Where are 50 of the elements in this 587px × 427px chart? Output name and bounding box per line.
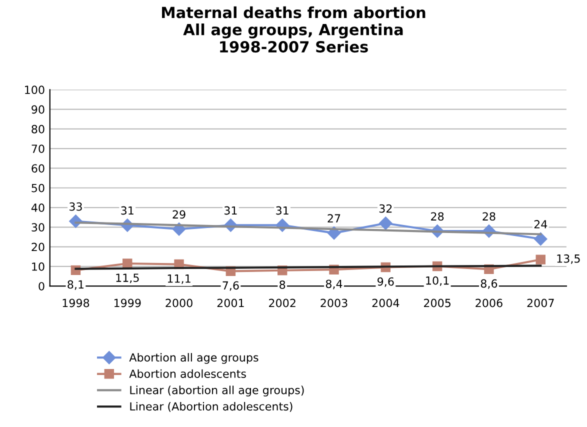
x-tick-label: 1998 (62, 298, 90, 308)
data-label: 33 (70, 202, 82, 211)
x-tick-label: 2006 (476, 298, 502, 308)
y-tick-label: 90 (32, 105, 44, 114)
data-label: 8 (280, 280, 286, 289)
data-label: 13,5 (557, 254, 580, 264)
data-label: 32 (379, 204, 392, 213)
point (534, 232, 548, 246)
data-label: 31 (276, 206, 288, 215)
x-tick-label: 2004 (372, 298, 400, 308)
data-label: 31 (224, 206, 237, 215)
data-label: 7,6 (222, 281, 239, 291)
data-label: 8,1 (68, 280, 84, 290)
data-label: 28 (431, 212, 444, 221)
x-tick-label: 1999 (114, 298, 141, 308)
data-label: 24 (534, 220, 548, 228)
chart-title: Maternal deaths from abortion All age groups, Argentina 1998-2007 Series (162, 6, 426, 53)
data-label: 10,1 (426, 276, 449, 286)
y-tick-label: 20 (32, 242, 44, 252)
x-tick-label: 2002 (269, 298, 296, 308)
y-tick-label: 40 (31, 203, 44, 212)
y-tick-label: 80 (32, 124, 44, 134)
y-tick-label: 0 (38, 282, 44, 290)
data-label: 8,4 (326, 280, 342, 290)
data-label: 29 (172, 210, 186, 219)
y-tick-label: 70 (32, 144, 44, 153)
y-tick-label: 100 (25, 86, 44, 94)
y-tick-label: 30 (32, 223, 44, 232)
data-label: 11,1 (168, 274, 190, 284)
data-label: 11,5 (116, 274, 139, 284)
data-label: 31 (121, 206, 134, 215)
legend-label: Linear (abortion all age groups) (130, 386, 304, 396)
data-label: 27 (328, 214, 340, 222)
point (122, 258, 132, 268)
data-label: 9,6 (378, 277, 394, 287)
legend-label: Linear (Abortion adolescents) (130, 402, 292, 412)
legend-label: Abortion adolescents (129, 369, 246, 378)
data-label: 8,6 (480, 279, 498, 289)
x-tick-label: 2001 (217, 298, 244, 308)
x-tick-label: 2000 (166, 298, 192, 308)
x-tick-label: 2005 (424, 298, 450, 308)
y-tick-label: 10 (32, 262, 44, 271)
x-tick-label: 2007 (527, 298, 554, 308)
point (536, 254, 546, 264)
data-label: 28 (482, 212, 496, 221)
y-tick-label: 60 (32, 164, 44, 173)
legend-label: Abortion all age groups (129, 353, 258, 364)
y-tick-label: 50 (32, 184, 44, 192)
x-tick-label: 2003 (320, 298, 348, 308)
point (379, 216, 392, 230)
